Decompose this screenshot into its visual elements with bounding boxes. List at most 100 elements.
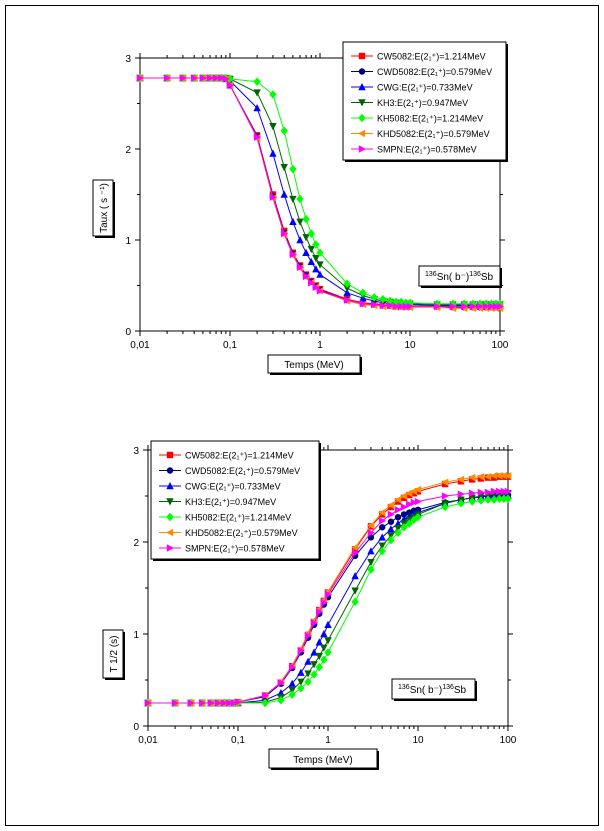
data-point (496, 302, 504, 311)
data-point (218, 74, 226, 82)
data-point (457, 490, 465, 498)
legend-marker (166, 512, 174, 522)
data-point (504, 472, 512, 480)
ylabel-box (92, 179, 114, 237)
data-point (302, 214, 310, 224)
legend-label: KH3:E(2₁⁺)=0.947MeV (185, 497, 276, 507)
data-point (310, 670, 318, 679)
data-point (400, 503, 409, 511)
data-point (379, 301, 387, 310)
data-point (378, 547, 386, 556)
data-point (304, 670, 312, 678)
data-point (320, 644, 328, 652)
data-point (316, 248, 324, 257)
legend-entry: KH5082:E(2₁⁺)=1.214MeV (159, 513, 291, 523)
y-axis-label: T 1/2 (s) (109, 635, 120, 672)
legend-label: SMPN:E(2₁⁺)=0.578MeV (185, 544, 285, 554)
data-point (288, 663, 297, 671)
y-tick-label: 0 (133, 722, 139, 733)
legend-entry: KH3:E(2₁⁺)=0.947MeV (351, 98, 468, 108)
data-point (367, 547, 375, 555)
x-tick-label: 10 (412, 735, 424, 746)
legend-label: CWD5082:E(2₁⁺)=0.579MeV (185, 466, 300, 476)
data-point (187, 699, 195, 707)
data-point (312, 265, 320, 273)
data-point (288, 690, 296, 699)
x-tick-label: 0,01 (138, 735, 158, 746)
data-point (405, 519, 413, 528)
legend-marker (166, 498, 174, 506)
data-point (499, 472, 508, 480)
data-point (320, 655, 328, 664)
data-point (179, 74, 187, 82)
legend-label: CW5082:E(2₁⁺)=1.214MeV (185, 451, 294, 461)
data-point (394, 513, 402, 521)
mass-number: 136 (398, 684, 410, 691)
legend-marker (358, 129, 366, 138)
nuclide-text: Sb (454, 685, 467, 696)
legend-entry: KH3:E(2₁⁺)=0.947MeV (159, 497, 276, 507)
legend-box (150, 440, 320, 560)
data-point (280, 229, 289, 238)
data-point (296, 236, 304, 244)
data-point (402, 302, 410, 311)
ylabel-box (102, 629, 124, 679)
data-point (370, 293, 378, 302)
data-point (277, 696, 285, 705)
data-point (289, 217, 297, 225)
data-point (468, 489, 477, 497)
data-point (351, 572, 359, 580)
data-point (261, 698, 269, 708)
y-tick-label: 2 (133, 538, 139, 549)
data-point (394, 506, 403, 514)
x-tick-label: 1 (317, 340, 323, 351)
data-point (504, 494, 512, 503)
legend-entry: SMPN:E(2₁⁺)=0.578MeV (351, 145, 477, 155)
y-tick-label: 3 (133, 446, 139, 457)
data-point (460, 302, 469, 311)
data-point (288, 679, 296, 687)
data-point (410, 515, 418, 525)
data-point (315, 662, 323, 672)
data-point (488, 302, 496, 311)
legend-entry: CW5082:E(2₁⁺)=1.214MeV (159, 451, 294, 461)
legend-label: KH5082:E(2₁⁺)=1.214MeV (185, 513, 291, 523)
data-point (280, 164, 288, 172)
x-tick-label: 100 (492, 340, 509, 351)
data-point (387, 510, 395, 519)
data-point (351, 587, 359, 595)
legend-entry: KHD5082:E(2₁⁺)=0.579MeV (351, 129, 490, 139)
data-point (289, 250, 297, 259)
data-point (277, 679, 285, 687)
x-tick-label: 10 (404, 340, 416, 351)
data-point (359, 300, 367, 308)
data-point (297, 646, 305, 655)
data-point (490, 472, 498, 480)
data-point (387, 535, 395, 545)
data-point (378, 524, 386, 531)
data-point (199, 74, 207, 82)
legend-marker (358, 52, 366, 60)
data-point (387, 518, 395, 525)
data-point (316, 608, 324, 616)
data-point (324, 620, 332, 628)
data-point (315, 638, 323, 646)
legend-label: KH3:E(2₁⁺)=0.947MeV (377, 98, 468, 108)
data-point (441, 502, 449, 512)
legend-entry: CWG:E(2₁⁺)=0.733MeV (159, 482, 281, 492)
legend-marker (166, 528, 174, 537)
data-point (504, 487, 512, 496)
data-point (495, 494, 503, 503)
page-frame (5, 5, 599, 826)
legend-marker (358, 68, 366, 75)
data-point (261, 691, 270, 700)
data-point (367, 559, 375, 567)
data-point (296, 263, 305, 271)
data-point (324, 637, 332, 645)
data-point (414, 485, 422, 494)
data-point (320, 630, 328, 638)
data-point (198, 699, 207, 707)
data-point (269, 90, 277, 99)
data-point (449, 302, 457, 311)
data-point (477, 496, 485, 505)
